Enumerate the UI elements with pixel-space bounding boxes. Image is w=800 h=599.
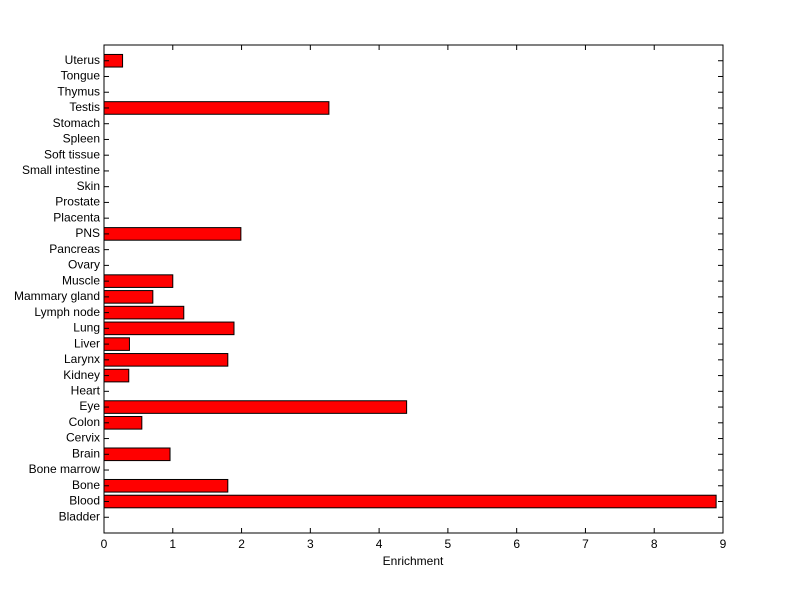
y-tick-label: Skin (77, 179, 100, 193)
y-tick-label: PNS (75, 226, 100, 240)
y-tick-label: Blood (69, 494, 100, 508)
y-tick-label: Spleen (63, 132, 100, 146)
x-tick-label: 9 (720, 537, 727, 551)
y-tick-label: Ovary (68, 258, 100, 272)
bar (103, 416, 143, 430)
y-tick-label: Small intestine (22, 163, 100, 177)
x-tick-label: 2 (238, 537, 245, 551)
bar (103, 305, 185, 320)
bar (103, 494, 717, 509)
y-tick-label: Mammary gland (14, 289, 100, 303)
y-tick-label: Thymus (57, 84, 100, 98)
bar (103, 227, 242, 241)
bar (103, 447, 171, 462)
y-tick-label: Bone marrow (29, 462, 101, 476)
y-tick-label: Larynx (64, 352, 100, 366)
x-tick-label: 6 (513, 537, 520, 551)
y-tick-label: Tongue (61, 69, 101, 83)
x-axis-label: Enrichment (383, 554, 444, 568)
y-tick-label: Soft tissue (44, 147, 100, 161)
x-tick-label: 7 (582, 537, 589, 551)
x-tick-label: 8 (651, 537, 658, 551)
x-tick-label: 1 (169, 537, 176, 551)
y-tick-label: Heart (71, 383, 101, 397)
y-tick-label: Testis (69, 100, 100, 114)
y-tick-label: Stomach (53, 116, 100, 130)
y-tick-label: Lymph node (34, 305, 100, 319)
y-tick-label: Brain (72, 446, 100, 460)
bar (103, 478, 229, 493)
plot-frame (103, 44, 724, 534)
y-tick-label: Liver (74, 336, 100, 350)
x-tick-label: 3 (307, 537, 314, 551)
bar (103, 290, 154, 304)
y-tick-label: Uterus (65, 53, 100, 67)
y-tick-label: Bladder (59, 509, 100, 523)
y-tick-label: Prostate (55, 195, 100, 209)
y-tick-label: Cervix (66, 431, 100, 445)
bar (103, 274, 174, 288)
bar (103, 321, 235, 336)
bar (103, 101, 330, 115)
bar (103, 400, 408, 414)
x-tick-label: 5 (445, 537, 452, 551)
y-tick-label: Eye (79, 399, 100, 413)
y-tick-label: Bone (72, 478, 100, 492)
y-tick-label: Colon (69, 415, 100, 429)
y-tick-label: Lung (73, 321, 100, 335)
y-tick-label: Pancreas (49, 242, 100, 256)
x-tick-label: 0 (101, 537, 108, 551)
y-tick-label: Muscle (62, 273, 100, 287)
x-tick-label: 4 (376, 537, 383, 551)
y-tick-label: Kidney (63, 368, 100, 382)
y-tick-label: Placenta (53, 210, 100, 224)
bar (103, 353, 229, 367)
